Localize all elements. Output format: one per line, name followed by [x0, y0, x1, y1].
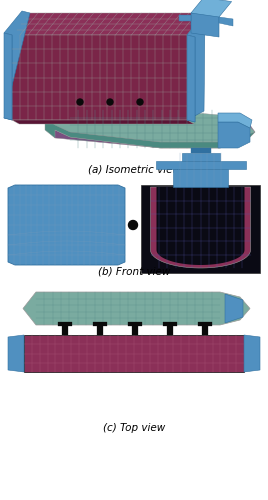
Polygon shape — [24, 335, 244, 372]
Polygon shape — [151, 187, 251, 268]
Polygon shape — [187, 35, 195, 122]
Polygon shape — [155, 161, 245, 169]
Polygon shape — [225, 294, 243, 323]
Polygon shape — [179, 15, 191, 21]
Circle shape — [107, 99, 113, 105]
Polygon shape — [4, 11, 30, 120]
Polygon shape — [218, 113, 252, 128]
Polygon shape — [8, 185, 125, 265]
Polygon shape — [45, 110, 255, 148]
Polygon shape — [62, 325, 68, 335]
Polygon shape — [23, 292, 250, 325]
Polygon shape — [181, 153, 219, 161]
Polygon shape — [244, 335, 260, 372]
Circle shape — [137, 99, 143, 105]
Polygon shape — [187, 13, 205, 122]
Polygon shape — [157, 187, 244, 265]
Polygon shape — [12, 35, 187, 120]
Polygon shape — [132, 325, 138, 335]
Polygon shape — [12, 120, 194, 124]
Polygon shape — [128, 322, 142, 326]
Polygon shape — [191, 13, 219, 37]
Polygon shape — [173, 169, 228, 187]
Text: (c) Top view: (c) Top view — [103, 423, 165, 433]
Polygon shape — [50, 124, 255, 148]
Polygon shape — [8, 335, 24, 372]
Polygon shape — [218, 122, 250, 148]
Circle shape — [128, 220, 137, 230]
Polygon shape — [198, 322, 212, 326]
Polygon shape — [202, 325, 208, 335]
Polygon shape — [12, 13, 205, 35]
Text: (a) Isometric view: (a) Isometric view — [87, 165, 181, 175]
Polygon shape — [191, 148, 210, 153]
Polygon shape — [219, 17, 233, 26]
Polygon shape — [167, 325, 173, 335]
Polygon shape — [141, 185, 260, 273]
Polygon shape — [45, 118, 255, 148]
Polygon shape — [4, 33, 12, 120]
Polygon shape — [93, 322, 107, 326]
Polygon shape — [58, 322, 72, 326]
Polygon shape — [163, 322, 177, 326]
Polygon shape — [191, 0, 232, 17]
Polygon shape — [97, 325, 103, 335]
Circle shape — [77, 99, 83, 105]
Text: (b) Front view: (b) Front view — [98, 267, 170, 277]
